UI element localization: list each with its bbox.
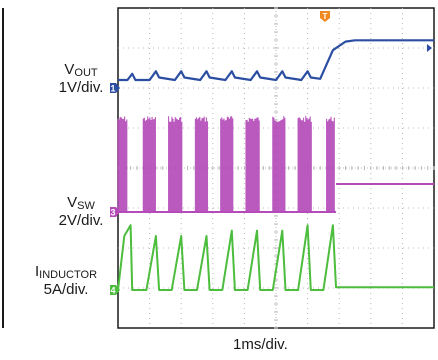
vout-label-name: V: [64, 61, 75, 78]
vsw-burst: [245, 117, 260, 212]
trigger-marker-shape: [319, 11, 330, 22]
vout-channel-marker: 1: [110, 83, 120, 94]
vsw-burst: [220, 116, 234, 212]
vsw-channel-marker: 3: [110, 207, 120, 218]
inductor-scale: 5A/div.: [43, 280, 89, 298]
vsw-burst: [142, 116, 156, 212]
vsw-burst: [326, 116, 335, 212]
timebase-label: 1ms/div.: [233, 336, 288, 353]
vsw-burst: [168, 116, 183, 212]
inductor-channel-marker-shape: [110, 285, 120, 295]
vout-offset-arrow: [427, 44, 432, 52]
vsw-channel-marker-number: 3: [110, 208, 115, 218]
vsw-label: VSW 2V/div.: [46, 195, 116, 228]
vsw-burst: [272, 116, 286, 212]
inductor-label-name: I: [34, 263, 40, 280]
inductor-channel-marker-number: 4: [110, 286, 115, 296]
inductor-channel-marker: 4: [110, 285, 120, 296]
vsw-burst: [297, 116, 312, 212]
vsw-label-name: V: [67, 194, 78, 211]
inductor-trace: [117, 224, 434, 291]
vsw-scale: 2V/div.: [58, 211, 104, 229]
vsw-burst: [117, 116, 128, 212]
vsw-burst: [194, 116, 209, 212]
vsw-label-subscript: SW: [77, 200, 95, 212]
vsw-trace: [117, 116, 434, 213]
inductor-label: IINDUCTOR 5A/div.: [14, 264, 118, 297]
trigger-marker-letter: T: [323, 12, 328, 21]
vout-channel-marker-number: 1: [110, 84, 115, 94]
vout-trace: [118, 39, 434, 82]
vout-scale: 1V/div.: [58, 78, 104, 96]
traces: [117, 39, 434, 291]
vsw-channel-marker-shape: [110, 207, 120, 217]
trigger-marker: T: [319, 11, 330, 22]
vout-channel-marker-shape: [110, 83, 120, 93]
channel-markers: 1 3 4 T: [110, 11, 432, 296]
vout-label: VOUT 1V/div.: [46, 62, 116, 95]
inductor-label-subscript: INDUCTOR: [39, 269, 98, 281]
vout-label-subscript: OUT: [74, 67, 98, 79]
